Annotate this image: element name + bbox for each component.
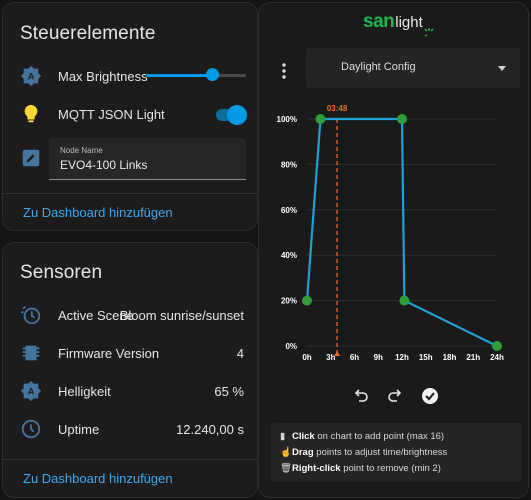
- pointing-hand-icon: ☝: [280, 447, 292, 458]
- brightness-label: Max Brightness: [58, 69, 148, 84]
- current-time-arrow: [334, 351, 341, 356]
- x-tick-label: 24h: [490, 353, 504, 362]
- y-tick-label: 60%: [281, 206, 297, 215]
- sensor-label-firmware: Firmware Version: [58, 346, 160, 361]
- x-tick-label: 3h: [326, 353, 335, 362]
- sensor-label-uptime: Uptime: [58, 422, 100, 437]
- trash-icon: 🗑: [280, 463, 293, 474]
- chip-icon: [22, 345, 40, 361]
- brightness-auto-icon: A: [20, 65, 42, 87]
- light-toggle[interactable]: [214, 105, 247, 125]
- toggle-knob: [227, 105, 247, 125]
- logo-san-text: san: [363, 11, 395, 32]
- x-tick-label: 6h: [350, 353, 359, 362]
- help-drag-text: points to adjust time/brightness: [313, 447, 448, 458]
- logo-light-text: light: [395, 14, 423, 31]
- x-tick-label: 18h: [443, 353, 457, 362]
- brightness-auto-icon: A: [20, 380, 42, 402]
- series-line: [305, 117, 498, 347]
- data-point[interactable]: [302, 295, 312, 306]
- y-tick-label: 100%: [277, 115, 297, 124]
- scene-timer-icon: [20, 305, 41, 325]
- current-time-label: 03:48: [327, 104, 348, 113]
- slider-knob[interactable]: [206, 68, 219, 81]
- help-click-bold: Click: [292, 431, 315, 442]
- data-point[interactable]: [492, 341, 502, 351]
- sensor-label-scene: Active Scene: [58, 308, 134, 323]
- x-tick-label: 9h: [374, 353, 383, 362]
- svg-text:A: A: [28, 72, 35, 82]
- confirm-check-icon[interactable]: [420, 386, 440, 406]
- node-name-value[interactable]: EVO4-100 Links: [60, 158, 148, 172]
- sensor-value-scene: Bloom sunrise/sunset: [119, 308, 244, 323]
- sanlight-logo: sanlight: [363, 11, 434, 37]
- logo-rays-icon: [424, 28, 434, 37]
- node-name-field[interactable]: Node Name EVO4-100 Links: [49, 138, 246, 180]
- add-to-dashboard-link[interactable]: Zu Dashboard hinzufügen: [23, 471, 173, 486]
- config-select-value: Daylight Config: [341, 61, 416, 73]
- data-point[interactable]: [315, 114, 326, 124]
- controls-title: Steuerelemente: [20, 23, 156, 44]
- sensor-value-firmware: 4: [236, 346, 244, 361]
- chart-help-box: ▮ Click on chart to add point (max 16) ☝D…: [271, 423, 522, 482]
- chevron-down-icon: [498, 66, 506, 71]
- redo-icon[interactable]: [385, 386, 405, 406]
- x-tick-label: 21h: [466, 353, 480, 362]
- config-select[interactable]: Daylight Config: [306, 48, 520, 88]
- light-label: MQTT JSON Light: [58, 107, 165, 122]
- data-point[interactable]: [399, 295, 410, 306]
- brightness-slider[interactable]: [146, 68, 246, 81]
- divider: [3, 459, 257, 460]
- sensor-value-uptime: 12.240,00 s: [176, 422, 244, 437]
- data-point[interactable]: [397, 114, 407, 124]
- slider-fill: [146, 74, 212, 77]
- help-click-text: on chart to add point (max 16): [314, 431, 445, 442]
- sensor-value-brightness: 65 %: [214, 384, 244, 399]
- mouse-icon: ▮: [280, 431, 286, 442]
- help-remove-text: point to remove (min 2): [340, 463, 441, 474]
- daylight-chart[interactable]: 0% 20% 40% 60% 80% 100% 0h 3h 6h 9h 12h 15h 18h 21h 24…: [259, 99, 530, 371]
- svg-text:A: A: [28, 387, 35, 397]
- help-line-drag: ☝Drag points to adjust time/brightness: [280, 447, 447, 458]
- help-line-click: ▮ Click on chart to add point (max 16): [280, 431, 444, 442]
- help-line-remove: 🗑Right-click point to remove (min 2): [280, 463, 441, 474]
- sanlight-card: sanlight Daylight Config 0% 20% 40% 60% 80% 1…: [258, 2, 529, 498]
- lightbulb-icon: [24, 104, 38, 123]
- more-vert-icon[interactable]: [278, 62, 290, 80]
- help-remove-bold: Right-click: [292, 463, 341, 474]
- y-tick-label: 0%: [285, 342, 297, 351]
- help-drag-bold: Drag: [292, 447, 314, 458]
- add-to-dashboard-link[interactable]: Zu Dashboard hinzufügen: [23, 205, 173, 220]
- clock-icon: [21, 419, 41, 439]
- y-tick-label: 20%: [281, 297, 297, 306]
- sensors-card: Sensoren Active Scene Bloom sunrise/suns…: [2, 242, 258, 498]
- sensor-label-brightness: Helligkeit: [58, 384, 111, 399]
- undo-icon[interactable]: [351, 386, 371, 406]
- x-tick-label: 12h: [395, 353, 409, 362]
- text-edit-icon: [22, 149, 40, 167]
- sensors-title: Sensoren: [20, 262, 103, 283]
- controls-card: Steuerelemente A Max Brightness MQTT JSO…: [2, 2, 258, 231]
- x-tick-label: 0h: [302, 353, 311, 362]
- x-tick-label: 15h: [419, 353, 433, 362]
- node-name-label: Node Name: [60, 146, 103, 155]
- y-tick-label: 80%: [281, 160, 297, 169]
- divider: [3, 193, 257, 194]
- y-tick-label: 40%: [281, 251, 297, 260]
